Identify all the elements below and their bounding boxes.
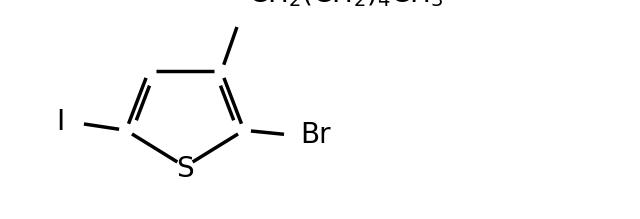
Text: I: I xyxy=(56,108,64,136)
Text: CH$_2$(CH$_2$)$_4$CH$_3$: CH$_2$(CH$_2$)$_4$CH$_3$ xyxy=(248,0,444,9)
Text: S: S xyxy=(176,155,194,183)
Text: Br: Br xyxy=(301,121,332,149)
